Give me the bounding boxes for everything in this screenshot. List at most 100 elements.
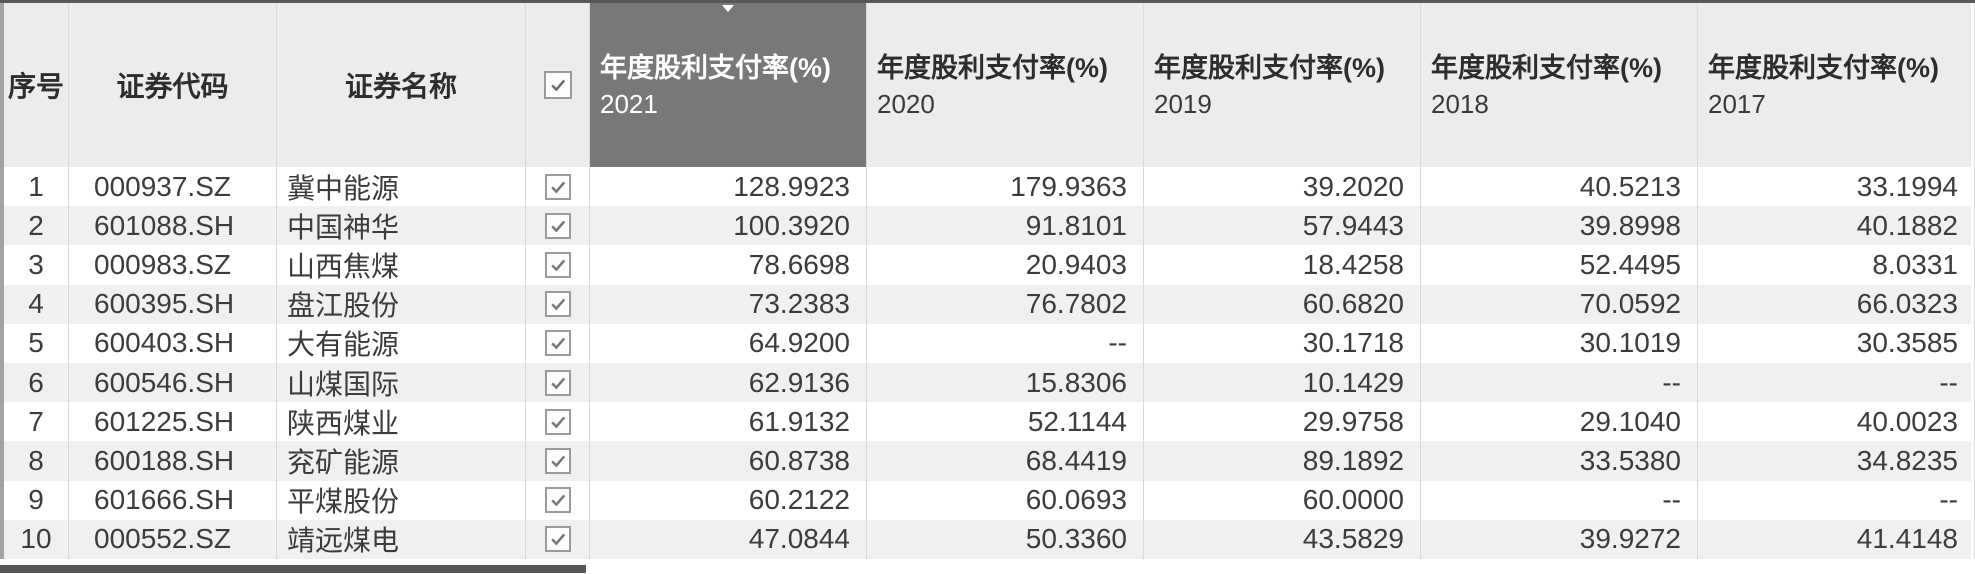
horizontal-scrollbar[interactable] — [0, 565, 586, 573]
column-header-name[interactable]: 证券名称 — [277, 3, 526, 167]
table-row[interactable]: 10 000552.SZ 靖远煤电 47.0844 50.3360 43.582… — [4, 519, 1975, 559]
row-checkbox[interactable] — [544, 173, 571, 200]
metric-label: 年度股利支付率(%) — [600, 52, 831, 83]
table-row[interactable]: 6 600546.SH 山煤国际 62.9136 15.8306 10.1429… — [4, 362, 1975, 403]
code-cell: 600403.SH — [69, 323, 277, 363]
value-cell: 57.9443 — [1144, 206, 1421, 246]
value-cell: -- — [1421, 480, 1698, 520]
value-cell: 41.4148 — [1698, 519, 1975, 559]
checkbox-cell — [526, 323, 590, 363]
code-cell: 601088.SH — [69, 206, 277, 246]
column-header-year-metric[interactable]: 年度股利支付率(%) 2021 — [590, 3, 867, 167]
value-cell: 40.1882 — [1698, 206, 1975, 246]
value-cell: 128.9923 — [590, 167, 867, 207]
code-cell: 600546.SH — [69, 362, 277, 403]
row-checkbox[interactable] — [544, 487, 571, 514]
sort-desc-icon — [722, 5, 734, 12]
serial-cell: 6 — [4, 362, 69, 403]
checkbox-cell — [526, 402, 590, 442]
name-cell: 山西焦煤 — [277, 245, 526, 285]
metric-label: 年度股利支付率(%) — [1431, 52, 1662, 83]
checkbox-cell — [526, 245, 590, 285]
table-row[interactable]: 3 000983.SZ 山西焦煤 78.6698 20.9403 18.4258… — [4, 245, 1975, 285]
value-cell: 61.9132 — [590, 402, 867, 442]
check-icon — [550, 455, 565, 468]
row-checkbox[interactable] — [544, 408, 571, 435]
table-row[interactable]: 4 600395.SH 盘江股份 73.2383 76.7802 60.6820… — [4, 284, 1975, 324]
table-row[interactable]: 2 601088.SH 中国神华 100.3920 91.8101 57.944… — [4, 206, 1975, 246]
value-cell: 91.8101 — [867, 206, 1144, 246]
name-cell: 兖矿能源 — [277, 441, 526, 481]
serial-cell: 10 — [4, 519, 69, 559]
table-row[interactable]: 8 600188.SH 兖矿能源 60.8738 68.4419 89.1892… — [4, 441, 1975, 481]
value-cell: 68.4419 — [867, 441, 1144, 481]
code-cell: 000552.SZ — [69, 519, 277, 559]
row-checkbox[interactable] — [544, 251, 571, 278]
check-icon — [550, 377, 565, 389]
value-cell: 34.8235 — [1698, 441, 1975, 481]
checkbox-cell — [526, 206, 590, 246]
table-row[interactable]: 7 601225.SH 陕西煤业 61.9132 52.1144 29.9758… — [4, 402, 1975, 442]
column-header-code[interactable]: 证券代码 — [69, 3, 277, 167]
name-cell: 山煤国际 — [277, 362, 526, 403]
row-checkbox[interactable] — [544, 526, 571, 553]
check-icon — [550, 533, 565, 546]
year-label: 2021 — [600, 88, 658, 119]
row-checkbox[interactable] — [544, 330, 571, 357]
name-cell: 中国神华 — [277, 206, 526, 246]
check-icon — [550, 494, 565, 507]
value-cell: -- — [1698, 480, 1975, 520]
value-cell: 30.1718 — [1144, 323, 1421, 363]
securities-table: 序号 证券代码 证券名称 年度股利支付率(%) 2021 年度股利支付率(%) … — [4, 3, 1975, 559]
column-header-year-metric[interactable]: 年度股利支付率(%) 2017 — [1698, 3, 1975, 167]
column-header-serial[interactable]: 序号 — [4, 3, 69, 167]
check-icon — [550, 298, 565, 311]
value-cell: 40.0023 — [1698, 402, 1975, 442]
code-cell: 000937.SZ — [69, 167, 277, 207]
value-cell: 8.0331 — [1698, 245, 1975, 285]
column-header-year-metric[interactable]: 年度股利支付率(%) 2018 — [1421, 3, 1698, 167]
value-cell: 18.4258 — [1144, 245, 1421, 285]
column-header-select-all — [526, 3, 590, 167]
column-header-year-metric[interactable]: 年度股利支付率(%) 2019 — [1144, 3, 1421, 167]
metric-label: 年度股利支付率(%) — [877, 52, 1108, 83]
column-header-year-metric[interactable]: 年度股利支付率(%) 2020 — [867, 3, 1144, 167]
check-icon — [550, 220, 565, 233]
name-cell: 靖远煤电 — [277, 519, 526, 559]
serial-cell: 5 — [4, 323, 69, 363]
header-row: 序号 证券代码 证券名称 年度股利支付率(%) 2021 年度股利支付率(%) … — [4, 3, 1975, 167]
check-icon — [550, 337, 565, 350]
row-checkbox[interactable] — [544, 212, 571, 239]
row-checkbox[interactable] — [544, 369, 571, 396]
table-row[interactable]: 1 000937.SZ 冀中能源 128.9923 179.9363 39.20… — [4, 167, 1975, 207]
value-cell: 15.8306 — [867, 362, 1144, 403]
value-cell: 29.1040 — [1421, 402, 1698, 442]
value-cell: 10.1429 — [1144, 362, 1421, 403]
bottom-strip — [0, 559, 1975, 574]
check-icon — [550, 181, 565, 194]
table-row[interactable]: 9 601666.SH 平煤股份 60.2122 60.0693 60.0000… — [4, 480, 1975, 520]
checkbox-cell — [526, 362, 590, 403]
value-cell: 33.5380 — [1421, 441, 1698, 481]
value-cell: 100.3920 — [590, 206, 867, 246]
row-checkbox[interactable] — [544, 291, 571, 318]
row-checkbox[interactable] — [544, 447, 571, 474]
value-cell: -- — [1698, 362, 1975, 403]
code-cell: 601666.SH — [69, 480, 277, 520]
year-label: 2018 — [1431, 88, 1489, 119]
code-cell: 600395.SH — [69, 284, 277, 324]
value-cell: 60.0693 — [867, 480, 1144, 520]
value-cell: 89.1892 — [1144, 441, 1421, 481]
metric-label: 年度股利支付率(%) — [1154, 52, 1385, 83]
table-row[interactable]: 5 600403.SH 大有能源 64.9200 -- 30.1718 30.1… — [4, 323, 1975, 363]
value-cell: 39.9272 — [1421, 519, 1698, 559]
select-all-checkbox[interactable] — [543, 71, 572, 99]
value-cell: 47.0844 — [590, 519, 867, 559]
checkbox-cell — [526, 167, 590, 207]
serial-cell: 1 — [4, 167, 69, 207]
checkbox-cell — [526, 519, 590, 559]
name-cell: 陕西煤业 — [277, 402, 526, 442]
top-frame-border — [0, 0, 1975, 3]
serial-cell: 3 — [4, 245, 69, 285]
